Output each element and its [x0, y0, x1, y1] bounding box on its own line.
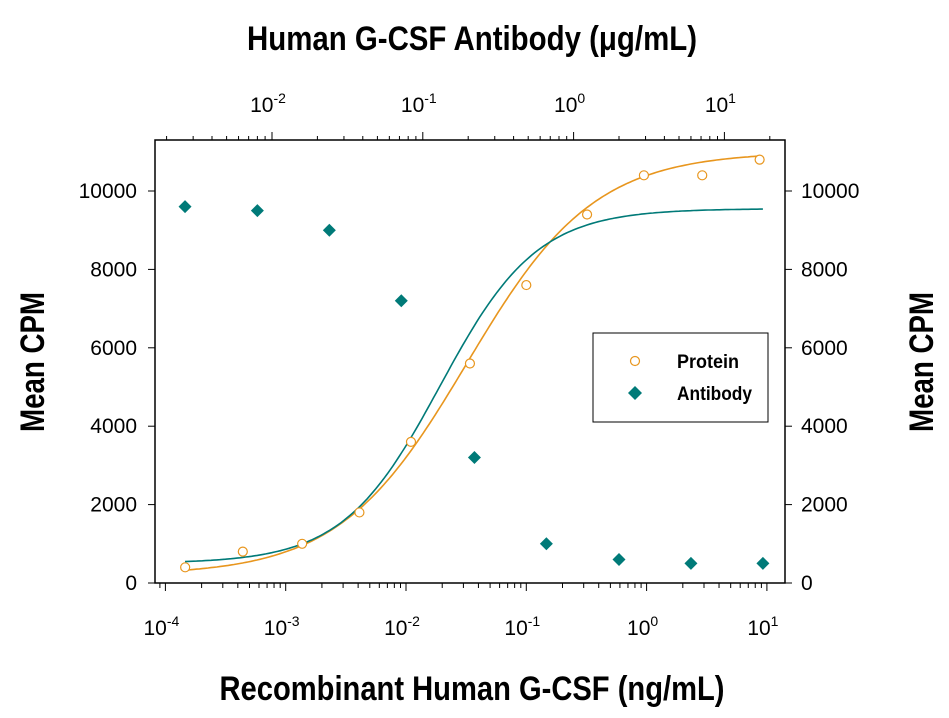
protein-point [754, 154, 765, 165]
x-top-tick-label: 100 [554, 90, 585, 117]
antibody-point [539, 537, 553, 551]
x-bottom-tick-label: 10-3 [264, 613, 300, 640]
protein-fit-curve [185, 155, 760, 571]
antibody-point [394, 294, 408, 308]
antibody-point [612, 552, 626, 566]
protein-point [354, 507, 365, 518]
legend-antibody-label: Antibody [677, 384, 752, 405]
x-bottom-tick-label: 10-4 [143, 613, 179, 640]
legend: Protein Antibody [592, 332, 769, 423]
y-left-tick-label: 2000 [90, 494, 137, 517]
plot-frame [154, 139, 786, 584]
protein-point [521, 279, 532, 291]
y-left-tick-label: 10000 [79, 180, 137, 203]
y-left-tick-label: 0 [125, 572, 137, 595]
legend-antibody-marker [628, 386, 642, 400]
antibody-point [467, 451, 481, 465]
x-top-tick-label: 101 [705, 90, 736, 117]
x-bottom-tick-label: 100 [627, 613, 658, 640]
y-left-tick-label: 4000 [90, 415, 137, 438]
y-right-tick-label: 0 [801, 572, 813, 595]
antibody-point [250, 204, 264, 218]
legend-protein-marker [629, 355, 641, 367]
legend-box [592, 332, 769, 423]
legend-protein-label: Protein [677, 352, 739, 373]
y-right-tick-label: 2000 [801, 494, 848, 517]
protein-point [180, 562, 191, 573]
antibody-fit-curve [184, 208, 763, 563]
x-top-tick-label: 10-2 [250, 90, 286, 117]
antibody-point [684, 556, 698, 570]
x-bottom-tick-label: 10-2 [384, 613, 420, 640]
y-left-tick-label: 6000 [90, 337, 137, 360]
protein-point [638, 170, 650, 181]
y-axis-title-right: Mean CPM [903, 292, 941, 432]
x-bottom-tick-label: 101 [747, 613, 778, 640]
y-right-tick-label: 6000 [801, 337, 848, 360]
antibody-point [322, 223, 336, 237]
protein-point [405, 436, 417, 447]
antibody-point [178, 200, 192, 214]
x-top-tick-label: 10-1 [401, 90, 437, 117]
x-bottom-tick-label: 10-1 [504, 613, 540, 640]
protein-point [237, 546, 248, 557]
y-left-tick-label: 8000 [90, 258, 137, 281]
protein-point [581, 209, 593, 220]
y-right-tick-label: 4000 [801, 415, 848, 438]
y-right-tick-label: 10000 [801, 180, 859, 203]
protein-point [697, 170, 708, 181]
antibody-point [756, 556, 770, 570]
protein-point [297, 538, 308, 549]
protein-point [464, 358, 476, 369]
top-axis-title: Human G-CSF Antibody (μg/mL) [247, 20, 697, 58]
y-axis-title-left: Mean CPM [14, 292, 52, 432]
y-right-tick-label: 8000 [801, 258, 848, 281]
x-axis-title: Recombinant Human G-CSF (ng/mL) [220, 670, 725, 708]
